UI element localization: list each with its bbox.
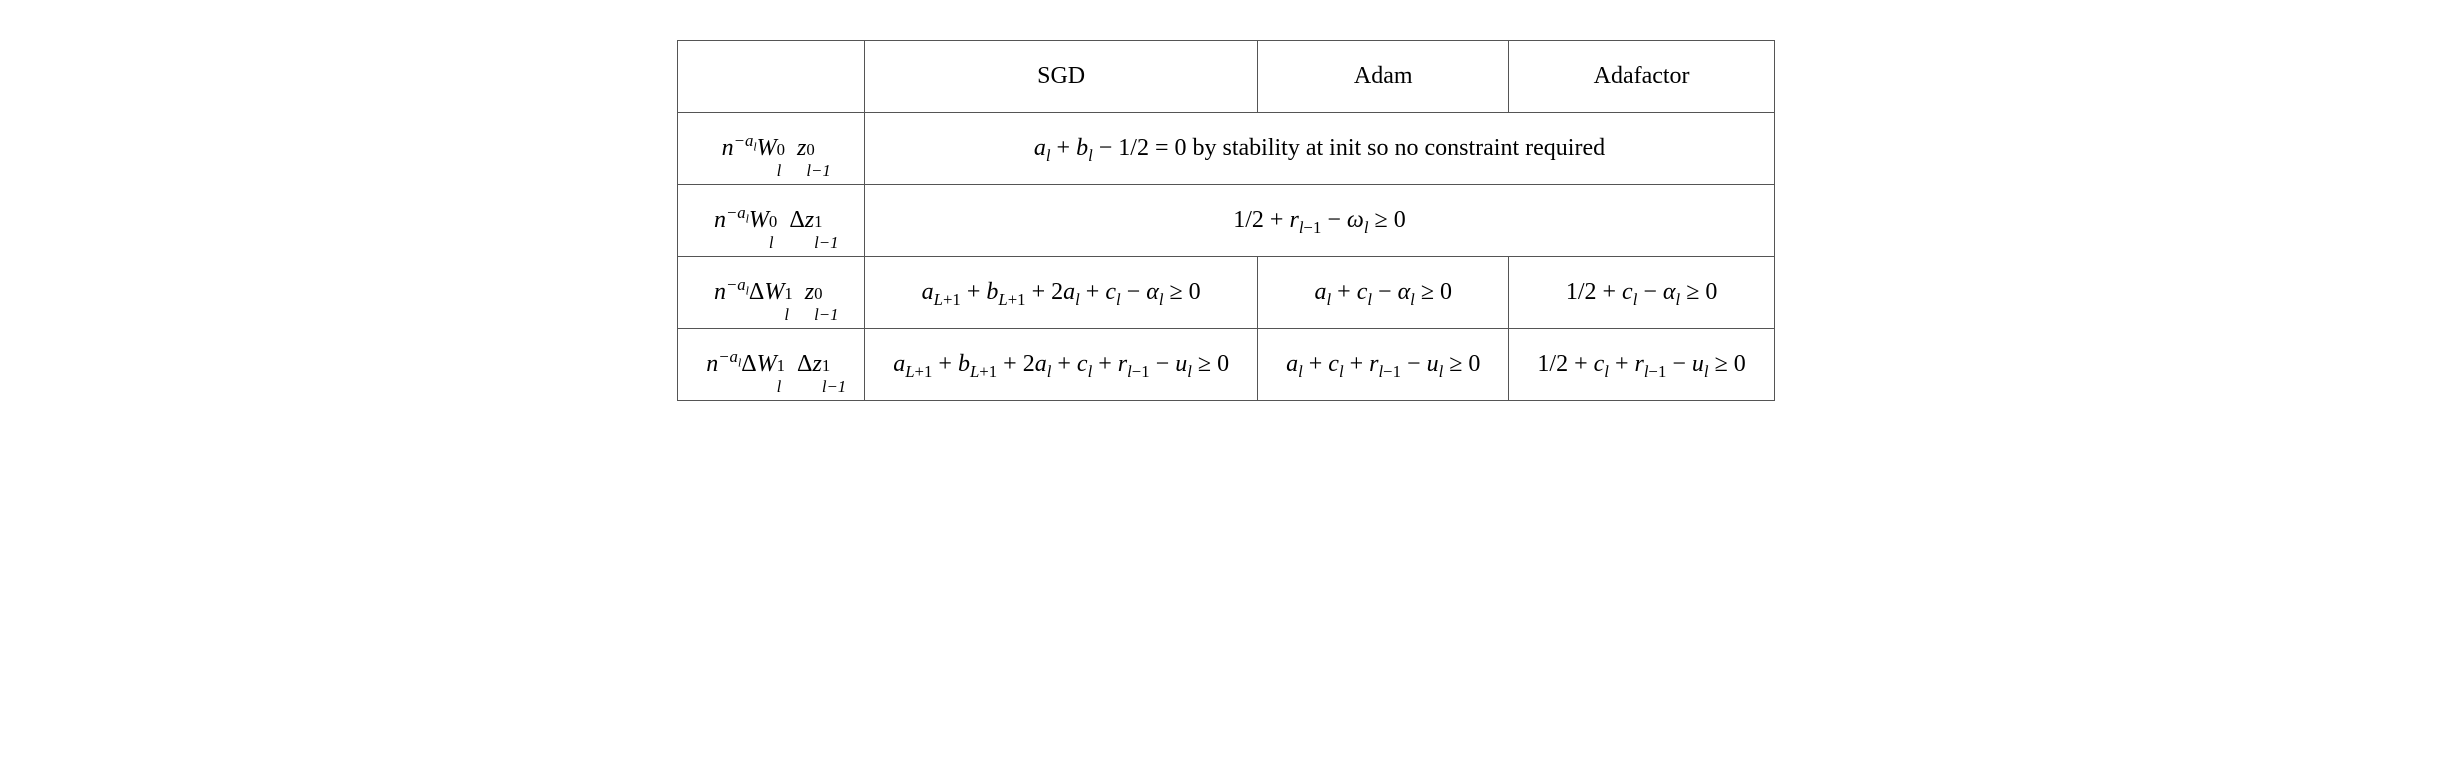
header-row: SGD Adam Adafactor <box>678 41 1775 113</box>
row4-label: n−alΔW1l Δz1l−1 <box>678 329 865 401</box>
table-row: n−alW0l z0l−1 al + bl − 1/2 = 0 by stabi… <box>678 113 1775 185</box>
constraints-table: SGD Adam Adafactor n−alW0l z0l−1 al + bl… <box>677 40 1775 401</box>
row2-merged: 1/2 + rl−1 − ωl ≥ 0 <box>865 185 1775 257</box>
table-row: n−alΔW1l z0l−1 aL+1 + bL+1 + 2al + cl − … <box>678 257 1775 329</box>
header-sgd: SGD <box>865 41 1258 113</box>
row1-merged: al + bl − 1/2 = 0 by stability at init s… <box>865 113 1775 185</box>
row4-adam: al + cl + rl−1 − ul ≥ 0 <box>1258 329 1509 401</box>
header-blank <box>678 41 865 113</box>
row4-adafactor: 1/2 + cl + rl−1 − ul ≥ 0 <box>1509 329 1774 401</box>
header-adafactor: Adafactor <box>1509 41 1774 113</box>
row3-adafactor: 1/2 + cl − αl ≥ 0 <box>1509 257 1774 329</box>
row3-sgd: aL+1 + bL+1 + 2al + cl − αl ≥ 0 <box>865 257 1258 329</box>
table-row: n−alW0l Δz1l−1 1/2 + rl−1 − ωl ≥ 0 <box>678 185 1775 257</box>
table-row: n−alΔW1l Δz1l−1 aL+1 + bL+1 + 2al + cl +… <box>678 329 1775 401</box>
header-adam: Adam <box>1258 41 1509 113</box>
row4-sgd: aL+1 + bL+1 + 2al + cl + rl−1 − ul ≥ 0 <box>865 329 1258 401</box>
row3-adam: al + cl − αl ≥ 0 <box>1258 257 1509 329</box>
row1-label: n−alW0l z0l−1 <box>678 113 865 185</box>
row3-label: n−alΔW1l z0l−1 <box>678 257 865 329</box>
row2-label: n−alW0l Δz1l−1 <box>678 185 865 257</box>
